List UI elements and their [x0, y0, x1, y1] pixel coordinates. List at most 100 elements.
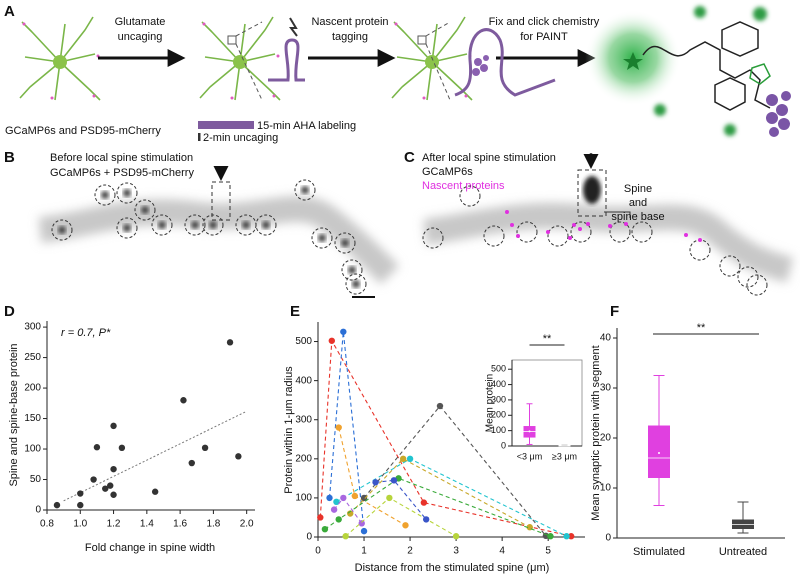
y-axis-label: Spine and spine-base protein — [8, 343, 20, 486]
protein-dot — [578, 227, 582, 231]
ring — [714, 77, 746, 111]
y-tick-label: 40 — [600, 333, 612, 344]
spine-circle — [570, 221, 592, 243]
dye-blobs — [654, 6, 767, 136]
data-point — [317, 514, 324, 521]
protein-cluster — [472, 55, 489, 76]
significance-label: ** — [697, 322, 706, 334]
cell-label: GCaMP6s and PSD95-mCherry — [5, 125, 161, 137]
y-tick-label: 0 — [501, 440, 506, 450]
x-tick-label: Stimulated — [633, 546, 685, 558]
data-point — [110, 491, 117, 498]
spine-circle — [294, 179, 316, 201]
y-tick-label: 400 — [491, 379, 506, 389]
data-point — [340, 328, 347, 335]
data-point — [77, 490, 84, 497]
series-line — [324, 477, 551, 537]
spine-spot — [158, 221, 166, 229]
data-point — [340, 494, 347, 502]
y-tick-label: 10 — [600, 483, 612, 494]
series-line — [319, 338, 572, 537]
data-point — [567, 533, 575, 540]
x-axis-label: Fold change in spine width — [85, 542, 215, 554]
x-tick-label: 4 — [499, 546, 505, 557]
protein-chain — [766, 91, 791, 137]
y-tick-label: 200 — [295, 453, 312, 464]
labeling-bar — [198, 121, 254, 129]
spine-spot — [262, 221, 270, 229]
data-point — [422, 516, 430, 523]
y-axis-label: Mean synaptic protein with segment — [590, 345, 602, 520]
fit-line — [63, 410, 247, 502]
panel-letter: B — [4, 149, 15, 166]
spine-circle — [51, 219, 73, 241]
data-point — [188, 459, 195, 467]
spine-circle — [345, 273, 367, 295]
x-tick-label: 0 — [315, 546, 321, 557]
dendrite-spine — [268, 38, 305, 82]
panel-b: B Before local spine stimulation GCaMP6s… — [4, 149, 400, 298]
nascent-protein-dots — [505, 210, 702, 242]
spine-circle — [134, 199, 156, 221]
y-axis-label: Protein within 1-μm radius — [283, 366, 295, 494]
spine-spot — [348, 266, 356, 274]
series-line — [375, 479, 427, 520]
y-tick-label: 50 — [30, 474, 42, 485]
zoom-box — [227, 35, 237, 45]
data-point — [342, 533, 349, 540]
data-point — [93, 444, 101, 451]
ring — [721, 21, 759, 57]
spine-spot — [141, 206, 149, 214]
y-tick-label: 300 — [491, 394, 506, 404]
protein-dot — [684, 233, 688, 237]
spine-circle — [737, 266, 759, 288]
spine-circle — [609, 221, 631, 243]
panel-subtitle: GCaMP6s + PSD95-mCherry — [50, 167, 194, 179]
stimulated-spine-image — [583, 176, 601, 204]
dendrite-image — [423, 202, 794, 283]
data-point — [563, 533, 570, 540]
spine-spot — [123, 189, 131, 197]
protein-dot — [510, 223, 514, 227]
data-point — [406, 455, 414, 463]
data-point — [390, 477, 398, 484]
annotation: r = 0.7, P* — [61, 327, 111, 339]
data-point — [201, 444, 209, 452]
data-point — [333, 498, 340, 506]
y-tick-label: 300 — [295, 414, 312, 425]
x-tick-label: 1.8 — [206, 519, 220, 530]
data-point — [335, 424, 342, 431]
x-tick-label: Untreated — [719, 546, 767, 558]
spine-circle — [341, 259, 363, 281]
protein-dot — [608, 224, 612, 228]
step-label: Nascent protein — [311, 16, 388, 28]
box — [648, 425, 670, 478]
dendrite-spine — [454, 28, 556, 97]
spine-spot — [101, 191, 109, 199]
y-tick-label: 30 — [600, 383, 612, 394]
data-point — [358, 520, 365, 527]
mean-marker — [528, 430, 531, 433]
panel-title: Before local spine stimulation — [50, 152, 193, 164]
spine-circle — [116, 217, 138, 239]
data-point — [226, 339, 234, 346]
x-tick-label: 3 — [453, 546, 459, 557]
spine-circle — [202, 214, 224, 236]
x-tick-label: ≥3 μm — [552, 451, 577, 461]
data-point — [326, 494, 333, 502]
protein-dot — [586, 222, 590, 226]
neuron-icon — [199, 16, 281, 101]
panel-letter: D — [4, 303, 15, 320]
protein-dot — [505, 210, 509, 214]
spine-circle — [719, 255, 741, 277]
spine-circle — [459, 185, 481, 207]
spine-spot — [242, 221, 250, 229]
protein-dot — [624, 222, 628, 226]
stimulated-spine-box — [211, 181, 231, 221]
uncaging-bar — [198, 133, 201, 141]
panel-letter: F — [610, 303, 619, 320]
spine-spot — [123, 224, 131, 232]
